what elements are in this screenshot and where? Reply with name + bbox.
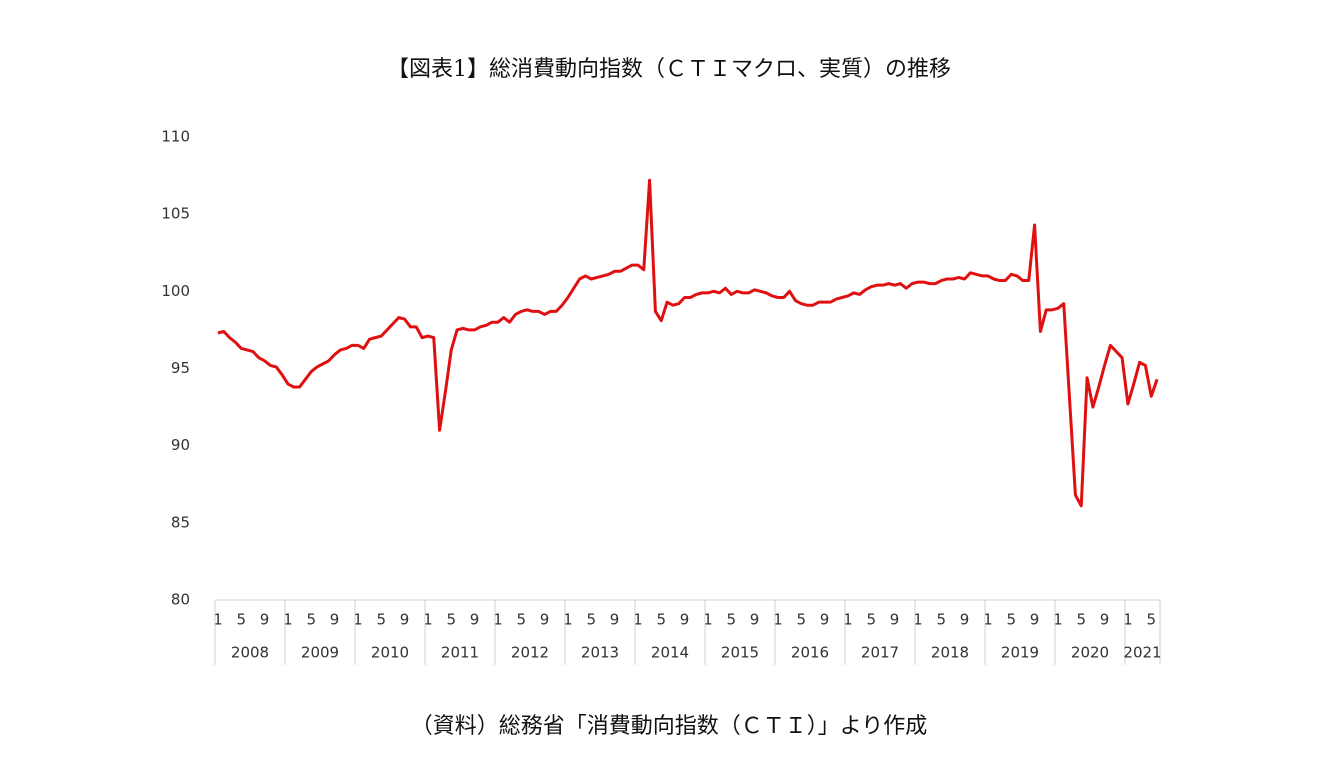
x-tick-label: 5 [656,611,666,629]
x-tick-label: 1 [633,611,643,629]
y-tick-label: 85 [171,513,190,531]
x-tick-label: 9 [960,611,970,629]
x-tick-label: 5 [236,611,246,629]
x-tick-label: 1 [1123,611,1133,629]
source-note: （資料）総務省「消費動向指数（ＣＴＩ）」より作成 [411,714,928,739]
x-tick-label: 9 [330,611,340,629]
x-tick-label: 1 [1053,611,1063,629]
x-tick-label: 9 [750,611,760,629]
x-tick-label: 9 [540,611,550,629]
x-tick-label: 5 [1076,611,1086,629]
x-tick-label: 1 [703,611,713,629]
year-label: 2018 [931,644,969,662]
year-label: 2020 [1071,644,1109,662]
year-label: 2014 [651,644,689,662]
x-tick-label: 5 [446,611,456,629]
data-line [217,178,1159,508]
year-label: 2017 [861,644,899,662]
x-tick-label: 9 [400,611,410,629]
y-tick-label: 80 [171,591,190,609]
x-tick-label: 5 [866,611,876,629]
x-tick-label: 9 [610,611,620,629]
x-tick-label: 1 [353,611,363,629]
x-tick-label: 5 [516,611,526,629]
x-tick-label: 1 [843,611,853,629]
x-tick-label: 9 [890,611,900,629]
y-tick-label: 90 [171,436,190,454]
y-tick-label: 95 [171,359,190,377]
x-tick-label: 9 [820,611,830,629]
x-tick-label: 1 [493,611,503,629]
x-tick-label: 1 [913,611,923,629]
x-tick-label: 5 [376,611,386,629]
x-tick-label: 1 [773,611,783,629]
x-tick-label: 9 [680,611,690,629]
x-tick-label: 5 [936,611,946,629]
x-tick-label: 1 [213,611,223,629]
y-tick-label: 110 [161,128,190,146]
year-label: 2013 [581,644,619,662]
x-tick-label: 5 [586,611,596,629]
year-label: 2008 [231,644,269,662]
x-tick-label: 1 [423,611,433,629]
year-label: 2021 [1123,644,1161,662]
x-tick-label: 9 [260,611,270,629]
x-tick-label: 1 [283,611,293,629]
year-label: 2011 [441,644,479,662]
x-tick-label: 1 [563,611,573,629]
x-tick-label: 9 [1100,611,1110,629]
x-tick-label: 9 [470,611,480,629]
x-tick-label: 5 [796,611,806,629]
year-label: 2015 [721,644,759,662]
x-tick-label: 9 [1030,611,1040,629]
x-tick-label: 5 [1146,611,1156,629]
chart-title: 【図表1】総消費動向指数（ＣＴＩマクロ、実質）の推移 [387,57,951,82]
year-label: 2010 [371,644,409,662]
x-tick-label: 5 [726,611,736,629]
y-tick-label: 100 [161,282,190,300]
x-tick-label: 5 [1006,611,1016,629]
year-label: 2012 [511,644,549,662]
year-label: 2009 [301,644,339,662]
year-label: 2019 [1001,644,1039,662]
y-tick-label: 105 [161,205,190,223]
x-tick-label: 5 [306,611,316,629]
x-tick-label: 1 [983,611,993,629]
year-label: 2016 [791,644,829,662]
